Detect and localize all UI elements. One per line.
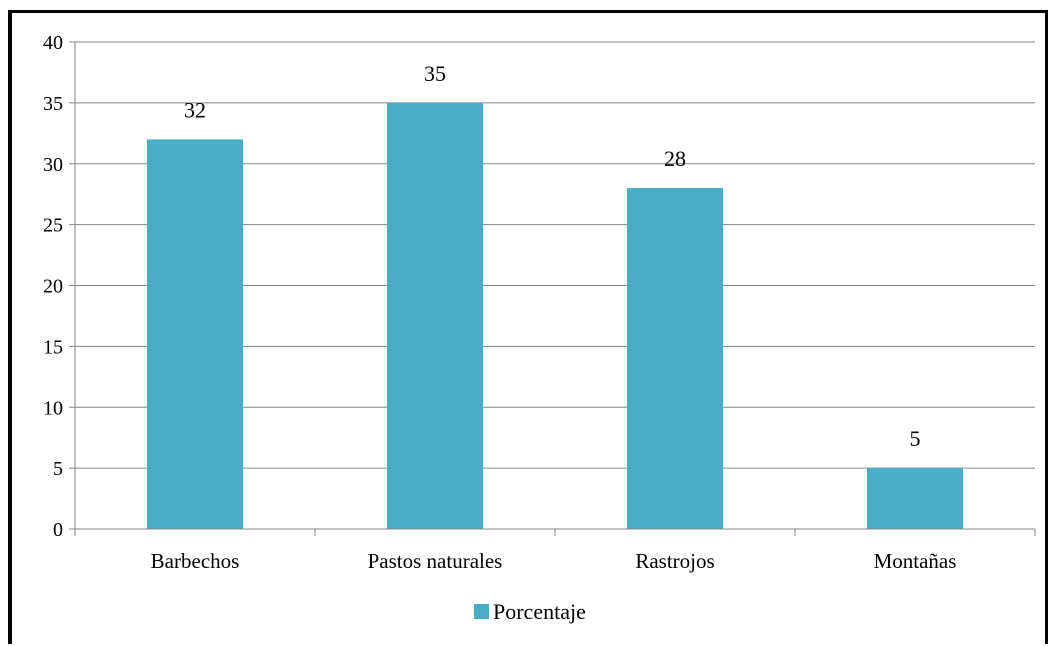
y-tick-label: 0 [53, 519, 63, 541]
bars [147, 102, 963, 529]
bar [147, 139, 243, 529]
data-label: 32 [184, 97, 206, 122]
data-labels: 32 35 28 5 [184, 61, 921, 451]
y-tick-label: 5 [53, 458, 63, 480]
data-label: 28 [664, 146, 686, 171]
bar [867, 468, 963, 529]
y-tick-label: 15 [43, 336, 63, 358]
x-category-label: Rastrojos [635, 549, 714, 573]
x-category-label: Barbechos [151, 549, 240, 573]
legend-label: Porcentaje [493, 599, 586, 624]
y-tick-label: 20 [43, 276, 63, 298]
y-tick-label: 30 [43, 154, 63, 176]
y-tick-label: 35 [43, 93, 63, 115]
bar [387, 102, 483, 529]
bar [627, 188, 723, 529]
x-category-label: Montañas [874, 549, 957, 573]
data-label: 35 [424, 61, 446, 86]
legend-swatch [474, 604, 489, 619]
x-category-label: Pastos naturales [368, 549, 503, 573]
y-tick-labels: 0 5 10 15 20 25 30 35 40 [43, 32, 63, 541]
y-tick-label: 40 [43, 32, 63, 54]
axes [74, 42, 1036, 536]
legend: Porcentaje [474, 599, 586, 624]
y-tick-label: 10 [43, 397, 63, 419]
data-label: 5 [910, 426, 921, 451]
y-tick-label: 25 [43, 215, 63, 237]
x-category-labels: Barbechos Pastos naturales Rastrojos Montañ… [151, 549, 957, 573]
